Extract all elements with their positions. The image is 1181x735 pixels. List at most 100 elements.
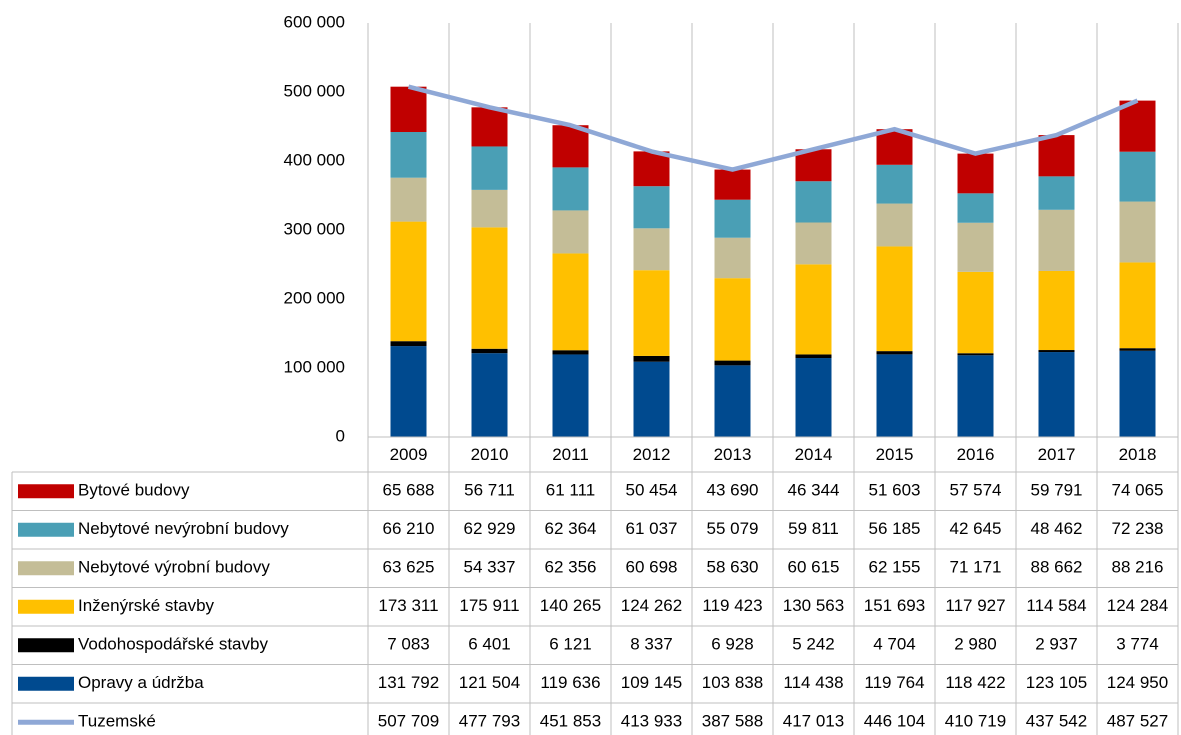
bar-segment bbox=[471, 348, 508, 354]
bar-segment bbox=[1119, 348, 1156, 351]
bar-segment bbox=[633, 270, 670, 356]
bar-segment bbox=[795, 354, 832, 359]
bar-segment bbox=[714, 360, 751, 366]
table-value: 88 662 bbox=[1031, 558, 1083, 577]
bar-segment bbox=[714, 169, 751, 200]
table-value: 131 792 bbox=[378, 673, 439, 692]
table-value: 56 185 bbox=[869, 519, 921, 538]
x-tick-label: 2015 bbox=[876, 445, 914, 464]
x-tick-label: 2018 bbox=[1119, 445, 1157, 464]
y-tick-label: 200 000 bbox=[284, 288, 345, 307]
table-value: 60 615 bbox=[788, 558, 840, 577]
table-value: 62 356 bbox=[545, 558, 597, 577]
x-tick-label: 2012 bbox=[633, 445, 671, 464]
legend-label: Vodohospodářské stavby bbox=[78, 635, 268, 654]
table-value: 124 950 bbox=[1107, 673, 1168, 692]
table-value: 62 929 bbox=[464, 519, 516, 538]
legend-label: Tuzemské bbox=[78, 712, 156, 731]
table-value: 58 630 bbox=[707, 558, 759, 577]
table-value: 4 704 bbox=[873, 635, 916, 654]
y-tick-label: 500 000 bbox=[284, 81, 345, 100]
bar-segment bbox=[552, 350, 589, 355]
table-value: 437 542 bbox=[1026, 712, 1087, 731]
legend-label: Opravy a údržba bbox=[78, 673, 204, 692]
table-value: 6 401 bbox=[468, 635, 511, 654]
table-value: 121 504 bbox=[459, 673, 520, 692]
line bbox=[407, 84, 1139, 172]
bar-segment bbox=[876, 351, 913, 355]
table-value: 114 438 bbox=[783, 673, 843, 692]
x-tick-label: 2014 bbox=[795, 445, 833, 464]
table-value: 175 911 bbox=[459, 596, 519, 615]
bar-segment bbox=[552, 210, 589, 254]
table-value: 130 563 bbox=[783, 596, 844, 615]
table-value: 7 083 bbox=[387, 635, 430, 654]
table-value: 46 344 bbox=[788, 481, 840, 500]
y-tick-label: 0 bbox=[336, 426, 345, 445]
bar-segment bbox=[633, 361, 670, 437]
table-value: 66 210 bbox=[383, 519, 435, 538]
table-value: 61 037 bbox=[626, 519, 678, 538]
bar-segment bbox=[1038, 270, 1075, 351]
table-value: 54 337 bbox=[464, 558, 516, 577]
y-tick-label: 100 000 bbox=[284, 357, 345, 376]
table-value: 62 155 bbox=[869, 558, 921, 577]
bar-segment bbox=[390, 221, 427, 342]
table-value: 56 711 bbox=[464, 481, 515, 500]
table-value: 487 527 bbox=[1107, 712, 1168, 731]
bar-segment bbox=[471, 146, 508, 190]
bar-segment bbox=[795, 149, 832, 182]
bar-segment bbox=[714, 199, 751, 238]
legend-swatch bbox=[18, 599, 74, 614]
table-value: 123 105 bbox=[1026, 673, 1087, 692]
legend-swatch bbox=[18, 561, 74, 576]
bar-segment bbox=[714, 278, 751, 361]
table-value: 62 364 bbox=[545, 519, 597, 538]
bar-segment bbox=[957, 271, 994, 354]
table-value: 140 265 bbox=[540, 596, 601, 615]
x-tick-label: 2011 bbox=[552, 445, 589, 464]
table-value: 6 121 bbox=[549, 635, 592, 654]
legend-swatch bbox=[18, 484, 74, 499]
bar-segment bbox=[1038, 350, 1075, 353]
bar-segment bbox=[390, 86, 427, 133]
legend-label: Nebytové nevýrobní budovy bbox=[78, 519, 289, 538]
x-tick-label: 2017 bbox=[1038, 445, 1076, 464]
table-value: 417 013 bbox=[783, 712, 844, 731]
table-value: 2 980 bbox=[954, 635, 997, 654]
bar-segment bbox=[957, 222, 994, 272]
table-value: 51 603 bbox=[869, 481, 921, 500]
table-value: 74 065 bbox=[1112, 481, 1164, 500]
bar-segment bbox=[390, 346, 427, 437]
x-tick-label: 2010 bbox=[471, 445, 509, 464]
table-value: 151 693 bbox=[864, 596, 925, 615]
x-tick-label: 2016 bbox=[957, 445, 995, 464]
y-tick-label: 400 000 bbox=[284, 150, 345, 169]
bar-segment bbox=[876, 203, 913, 247]
bar-segment bbox=[795, 264, 832, 355]
bar-segment bbox=[714, 237, 751, 279]
bar-segment bbox=[1038, 209, 1075, 271]
table-value: 103 838 bbox=[702, 673, 763, 692]
table-value: 507 709 bbox=[378, 712, 439, 731]
legend-label: Inženýrské stavby bbox=[78, 596, 215, 615]
table-value: 124 262 bbox=[621, 596, 682, 615]
table-value: 59 791 bbox=[1031, 481, 1083, 500]
table-value: 119 636 bbox=[540, 673, 600, 692]
legend-label: Bytové budovy bbox=[78, 481, 190, 500]
legend-swatch bbox=[18, 676, 74, 691]
bar-segment bbox=[795, 181, 832, 223]
bar-segment bbox=[795, 222, 832, 265]
bar-segment bbox=[633, 228, 670, 271]
table-value: 410 719 bbox=[945, 712, 1006, 731]
table-value: 124 284 bbox=[1107, 596, 1168, 615]
table-value: 55 079 bbox=[707, 519, 759, 538]
bar-segment bbox=[876, 246, 913, 352]
bar-segment bbox=[1038, 135, 1075, 177]
bar-segment bbox=[552, 167, 589, 211]
bar-segment bbox=[1119, 262, 1156, 349]
bar-segment bbox=[471, 107, 508, 147]
bar-segment bbox=[1038, 352, 1075, 437]
y-tick-label: 300 000 bbox=[284, 219, 345, 238]
x-tick-label: 2009 bbox=[390, 445, 428, 464]
